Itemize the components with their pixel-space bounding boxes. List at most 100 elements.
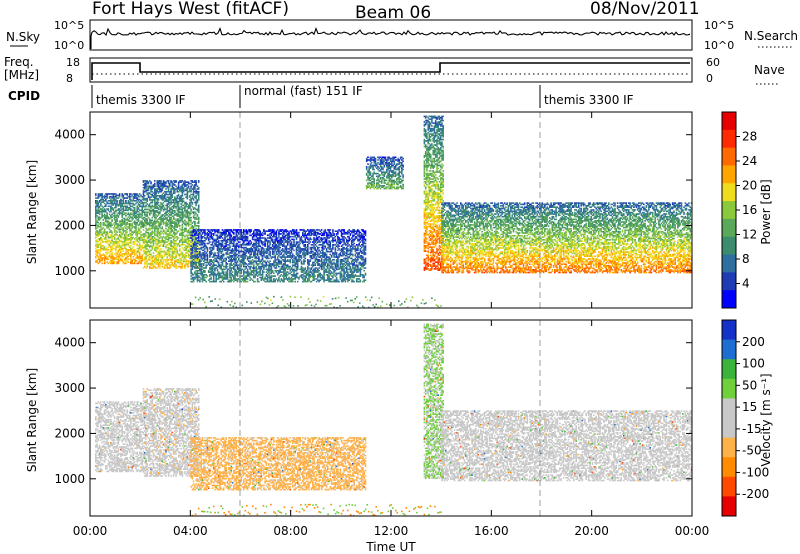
data-cell [263, 254, 265, 256]
data-cell [193, 198, 195, 200]
data-cell [146, 218, 148, 220]
data-cell [283, 232, 285, 234]
data-cell [134, 249, 136, 251]
data-cell [177, 239, 179, 241]
data-cell [108, 259, 110, 261]
data-cell [163, 187, 165, 189]
data-cell [173, 207, 175, 209]
data-cell [232, 271, 234, 273]
data-cell [293, 239, 295, 241]
data-cell [133, 233, 135, 235]
data-cell [100, 223, 102, 225]
data-cell [120, 240, 122, 242]
data-cell [183, 259, 185, 261]
data-cell [248, 252, 250, 254]
data-cell [125, 200, 127, 202]
cpid-segment-2: normal (fast) 151 IF [244, 84, 363, 98]
data-cell [121, 215, 123, 217]
data-cell [143, 229, 145, 231]
data-cell [215, 259, 217, 261]
data-cell [104, 246, 106, 248]
data-cell [167, 241, 169, 243]
data-cell [269, 260, 271, 262]
data-cell [95, 257, 97, 259]
data-cell [198, 187, 200, 189]
data-cell [163, 245, 165, 247]
data-cell [273, 266, 275, 268]
data-cell [134, 207, 136, 209]
data-cell [168, 180, 170, 182]
data-cell [227, 236, 229, 238]
data-cell [238, 259, 240, 261]
data-cell [130, 245, 132, 247]
data-cell [179, 245, 181, 247]
data-cell [159, 245, 161, 247]
data-cell [271, 267, 273, 269]
data-cell [210, 277, 212, 279]
data-cell [128, 253, 130, 255]
data-cell [266, 266, 268, 268]
data-cell [232, 260, 234, 262]
data-cell [289, 266, 291, 268]
data-cell [108, 208, 110, 210]
data-cell [204, 279, 206, 281]
data-cell [182, 218, 184, 220]
data-cell [279, 270, 281, 272]
data-cell [297, 263, 299, 265]
data-cell [98, 246, 100, 248]
data-cell [214, 270, 216, 272]
data-cell [297, 267, 299, 269]
data-cell [160, 244, 162, 246]
data-cell [198, 194, 200, 196]
data-cell [180, 196, 182, 198]
data-cell [101, 193, 103, 195]
data-cell [225, 245, 227, 247]
data-cell [236, 259, 238, 261]
data-cell [291, 241, 293, 243]
data-cell [192, 267, 194, 269]
data-cell [210, 254, 212, 256]
data-cell [124, 255, 126, 257]
data-cell [252, 259, 254, 261]
data-cell [124, 260, 126, 262]
data-cell [194, 235, 196, 237]
data-cell [218, 229, 220, 231]
data-cell [174, 203, 176, 205]
data-cell [128, 240, 130, 242]
data-cell [273, 229, 275, 231]
data-cell [205, 277, 207, 279]
data-cell [153, 263, 155, 265]
data-cell [204, 256, 206, 258]
data-cell [174, 184, 176, 186]
data-cell [205, 281, 207, 283]
data-cell [167, 217, 169, 219]
data-cell [128, 244, 130, 246]
data-cell [195, 252, 197, 254]
data-cell [144, 236, 146, 238]
data-cell [135, 260, 137, 262]
data-cell [172, 259, 174, 261]
data-cell [244, 256, 246, 258]
data-cell [227, 271, 229, 273]
data-cell [100, 204, 102, 206]
data-cell [184, 266, 186, 268]
data-cell [293, 271, 295, 273]
data-cell [159, 266, 161, 268]
data-cell [145, 225, 147, 227]
data-cell [187, 194, 189, 196]
data-cell [120, 235, 122, 237]
data-cell [198, 235, 200, 237]
data-cell [253, 245, 255, 247]
data-cell [234, 269, 236, 271]
data-cell [288, 232, 290, 234]
freq-label: Freq. [4, 55, 34, 69]
data-cell [100, 246, 102, 248]
data-cell [115, 248, 117, 250]
data-cell [231, 270, 233, 272]
data-cell [298, 245, 300, 247]
data-cell [111, 231, 113, 233]
data-cell [126, 260, 128, 262]
freq-trace [92, 63, 690, 80]
data-cell [251, 254, 253, 256]
data-cell [197, 214, 199, 216]
